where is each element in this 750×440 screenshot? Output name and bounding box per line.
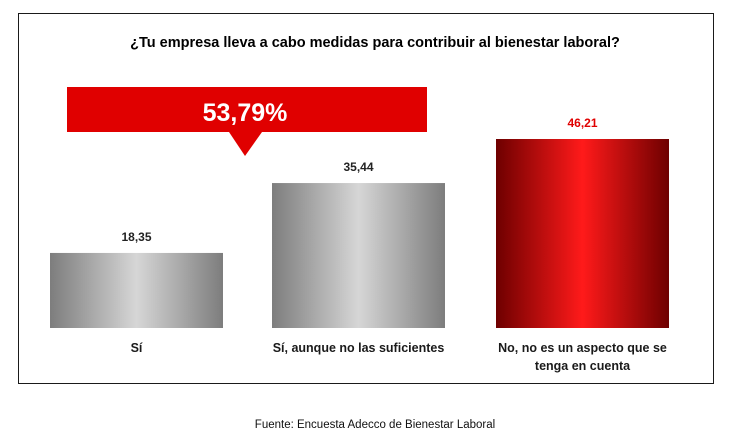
category-label-3-line-1: No, no es un aspecto que se: [498, 341, 667, 355]
bar-2: [272, 183, 445, 328]
bars-group: 18,35 Sí 35,44 Sí, aunque no las suficiente…: [50, 116, 669, 373]
highlight-value: 53,79%: [203, 99, 288, 127]
highlight-banner: [67, 87, 427, 132]
highlight-callout: 53,79%: [67, 87, 427, 156]
category-label-1: Sí: [131, 341, 143, 355]
category-label-2: Sí, aunque no las suficientes: [273, 341, 445, 355]
value-label-3: 46,21: [567, 116, 597, 130]
source-note: Fuente: Encuesta Adecco de Bienestar Lab…: [254, 419, 496, 431]
highlight-arrow: [229, 132, 262, 156]
value-label-2: 35,44: [343, 160, 373, 174]
bar-1: [50, 252, 223, 328]
chart-title: ¿Tu empresa lleva a cabo medidas para co…: [130, 35, 620, 51]
category-label-3-line-2: tenga en cuenta: [535, 359, 631, 373]
bar-3: [496, 139, 669, 328]
value-label-1: 18,35: [121, 230, 151, 244]
